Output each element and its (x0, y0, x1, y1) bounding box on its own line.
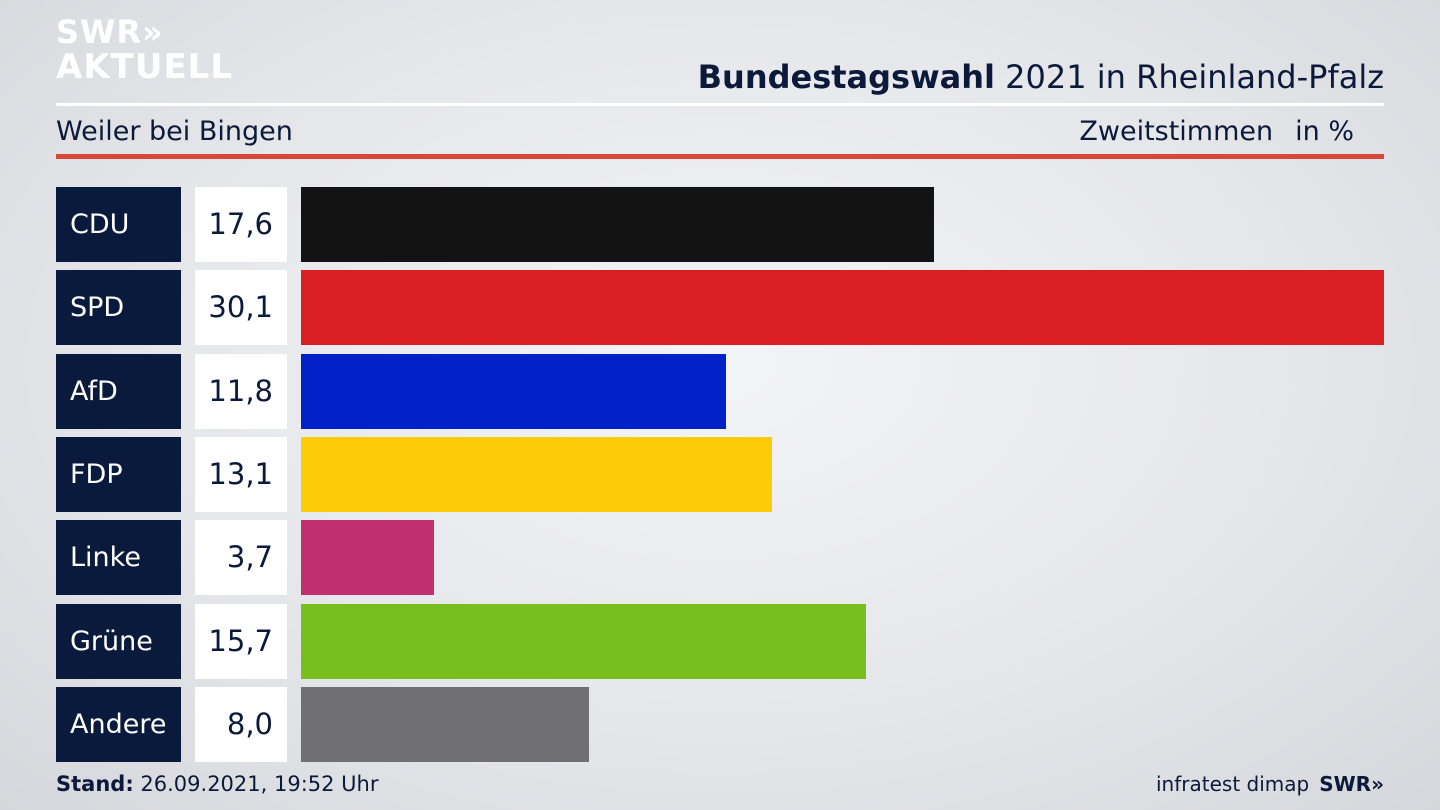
party-label: FDP (56, 436, 181, 512)
bar (301, 520, 434, 596)
bar-row-cdu: CDU 17,6 (56, 187, 1384, 262)
value-label: 13,1 (195, 436, 287, 512)
region-subtitle: Weiler bei Bingen (56, 116, 293, 147)
bar (301, 270, 1384, 346)
source-name: infratest dimap (1156, 772, 1310, 796)
bar (301, 353, 726, 429)
bar (301, 187, 934, 262)
value-label: 8,0 (195, 686, 287, 762)
bar-row-spd: SPD 30,1 (56, 270, 1384, 346)
value-label: 3,7 (195, 520, 287, 596)
measure-name: Zweitstimmen (1079, 116, 1274, 147)
party-label: AfD (56, 353, 181, 429)
party-label: CDU (56, 187, 181, 262)
bar-row-grüne: Grüne 15,7 (56, 603, 1384, 679)
swr-aktuell-logo: SWR» AKTUELL (56, 16, 233, 84)
bar-row-linke: Linke 3,7 (56, 520, 1384, 596)
swr-footer-logo: SWR» (1319, 772, 1384, 796)
value-label: 15,7 (195, 603, 287, 679)
title-rest: 2021 in Rheinland-Pfalz (995, 58, 1384, 96)
party-label: Grüne (56, 603, 181, 679)
measure-unit: in % (1295, 116, 1354, 147)
stand-value: 26.09.2021, 19:52 Uhr (133, 772, 379, 796)
value-label: 30,1 (195, 270, 287, 346)
bar-row-afd: AfD 11,8 (56, 353, 1384, 429)
bar (301, 436, 772, 512)
stand-label: Stand: (56, 772, 134, 796)
party-label: Andere (56, 686, 181, 762)
page-title: Bundestagswahl 2021 in Rheinland-Pfalz (698, 58, 1384, 96)
party-label: SPD (56, 270, 181, 346)
title-bold: Bundestagswahl (697, 58, 995, 96)
value-label: 17,6 (195, 187, 287, 262)
logo-line-1: SWR» (56, 13, 164, 51)
bar-row-fdp: FDP 13,1 (56, 436, 1384, 512)
value-label: 11,8 (195, 353, 287, 429)
party-label: Linke (56, 520, 181, 596)
bar-chart: CDU 17,6 SPD 30,1 AfD 11,8 FDP 13,1 Linke 3,7 Grün… (56, 187, 1384, 763)
source-credit: infratest dimap SWR» (1156, 772, 1384, 796)
accent-divider (56, 154, 1384, 159)
timestamp: Stand: 26.09.2021, 19:52 Uhr (56, 772, 379, 796)
logo-line-2: AKTUELL (56, 47, 234, 87)
header-divider (56, 103, 1384, 106)
bar (301, 603, 866, 679)
bar (301, 686, 589, 762)
measure-label: Zweitstimmen in % (1079, 116, 1354, 147)
bar-row-andere: Andere 8,0 (56, 686, 1384, 762)
